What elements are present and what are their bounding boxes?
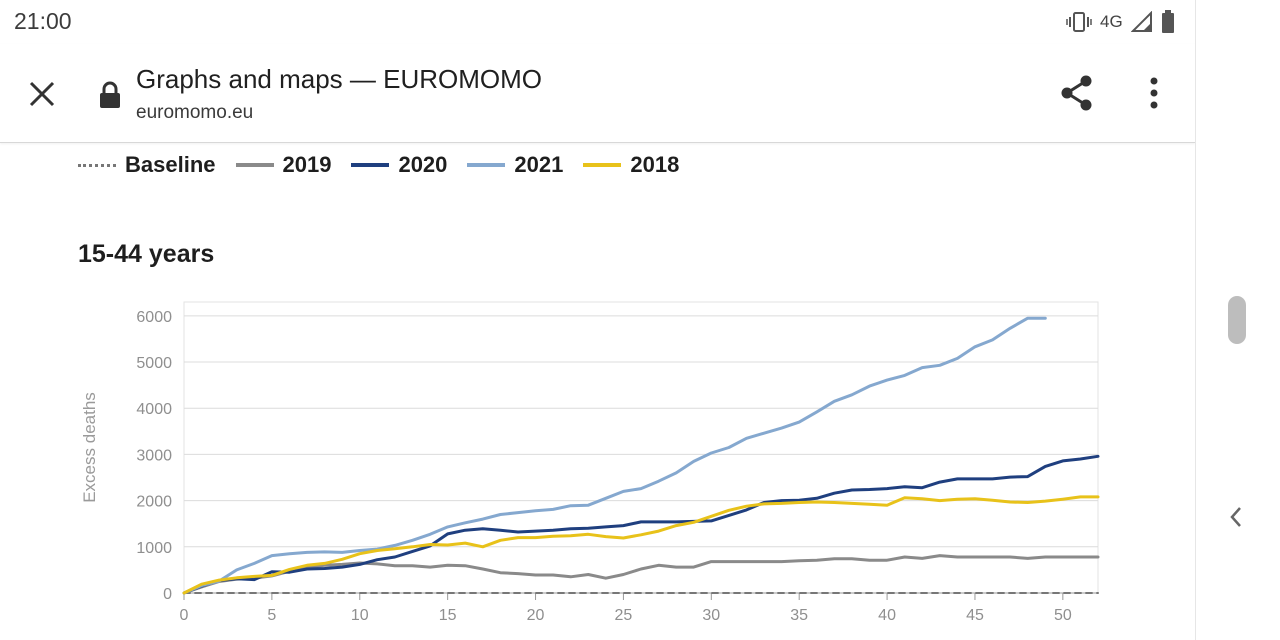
browser-toolbar: Graphs and maps — EUROMOMO euromomo.eu xyxy=(0,44,1195,143)
legend-swatch-baseline xyxy=(78,163,116,167)
series-line-2020 xyxy=(182,454,1100,595)
y-tick-label: 1000 xyxy=(136,540,172,557)
legend-swatch-2020 xyxy=(351,163,390,167)
plot-area xyxy=(183,301,1099,594)
x-tick-label: 30 xyxy=(702,607,720,624)
browser-page: 21:00 4G xyxy=(0,0,1195,624)
legend-swatch-2021 xyxy=(467,163,506,167)
page-url[interactable]: euromomo.eu xyxy=(136,102,254,123)
legend-item-2019[interactable]: 2019 xyxy=(235,152,332,178)
more-options-button[interactable] xyxy=(1132,70,1176,116)
y-tick-label: 5000 xyxy=(136,355,172,372)
legend-item-2021[interactable]: 2021 xyxy=(467,152,563,178)
battery-icon xyxy=(1161,10,1174,33)
legend-label: 2019 xyxy=(282,152,332,177)
y-axis-label: Excess deaths xyxy=(80,392,99,503)
status-bar: 21:00 4G xyxy=(0,0,1195,44)
legend-item-2020[interactable]: 2020 xyxy=(351,152,447,178)
close-button[interactable] xyxy=(18,70,66,118)
legend-label: 2020 xyxy=(398,152,448,177)
close-icon xyxy=(29,81,55,107)
x-tick-label: 45 xyxy=(966,607,984,624)
x-tick-label: 40 xyxy=(878,607,896,624)
x-tick-label: 25 xyxy=(615,607,633,624)
y-tick-label: 2000 xyxy=(136,494,172,511)
chevron-left-icon[interactable] xyxy=(1226,504,1246,530)
scrollbar-thumb[interactable] xyxy=(1228,296,1246,344)
lock-icon xyxy=(100,81,120,108)
y-tick-label: 6000 xyxy=(136,309,172,326)
share-button[interactable] xyxy=(1052,70,1102,116)
x-tick-label: 0 xyxy=(180,607,189,624)
legend-label: 2018 xyxy=(630,152,680,177)
status-time: 21:00 xyxy=(14,8,72,34)
legend-label: 2021 xyxy=(514,152,564,177)
y-tick-label: 3000 xyxy=(136,447,172,464)
legend-item-baseline[interactable]: Baseline xyxy=(78,152,216,178)
more-vert-icon xyxy=(1150,77,1158,109)
legend-label: Baseline xyxy=(125,152,216,177)
x-tick-label: 10 xyxy=(351,607,369,624)
x-tick-label: 5 xyxy=(267,607,276,624)
chart-title: 15-44 years xyxy=(78,240,215,268)
y-tick-label: 0 xyxy=(163,586,172,603)
x-tick-label: 20 xyxy=(527,607,545,624)
x-tick-label: 15 xyxy=(439,607,457,624)
y-tick-label: 4000 xyxy=(136,401,172,418)
series-line-2021 xyxy=(182,316,1047,595)
share-icon xyxy=(1061,75,1092,111)
legend-swatch-2019 xyxy=(235,163,274,167)
series-line-2018 xyxy=(182,495,1100,595)
page-title: Graphs and maps — EUROMOMO xyxy=(136,64,542,94)
legend-item-2018[interactable]: 2018 xyxy=(583,152,679,178)
x-tick-label: 50 xyxy=(1054,607,1072,624)
chart-legend: Baseline 2019 2020 2021 2018 xyxy=(78,151,699,179)
vibrate-icon xyxy=(1066,12,1092,32)
status-icons: 4G xyxy=(1066,10,1175,34)
x-tick-label: 35 xyxy=(790,607,808,624)
legend-swatch-2018 xyxy=(583,163,622,167)
signal-icon xyxy=(1130,11,1152,32)
excess-deaths-chart: 0 1000 2000 3000 4000 5000 6000 0 5 10 15 20 25 30 35 4… xyxy=(80,301,1100,624)
series-line-2019 xyxy=(182,554,1100,595)
network-type: 4G xyxy=(1100,12,1123,31)
